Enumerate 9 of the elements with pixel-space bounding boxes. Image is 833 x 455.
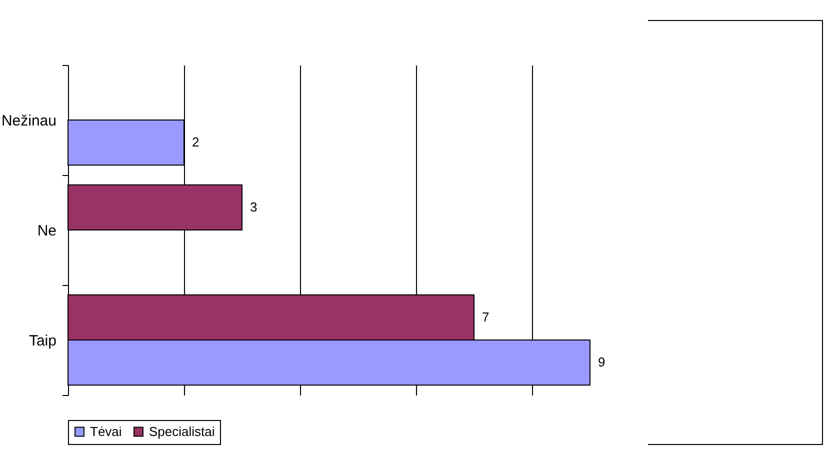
y-tick-label: Nežinau: [1, 112, 56, 130]
legend-label: Specialistai: [149, 424, 215, 439]
y-tick-label: Ne: [37, 222, 56, 240]
data-label: 2: [192, 134, 200, 150]
y-tick-label: Taip: [28, 332, 56, 350]
data-label: 3: [250, 199, 258, 214]
data-label: 9: [598, 354, 606, 370]
data-label: 7: [482, 309, 490, 324]
legend-label: Tėvai: [90, 424, 122, 439]
